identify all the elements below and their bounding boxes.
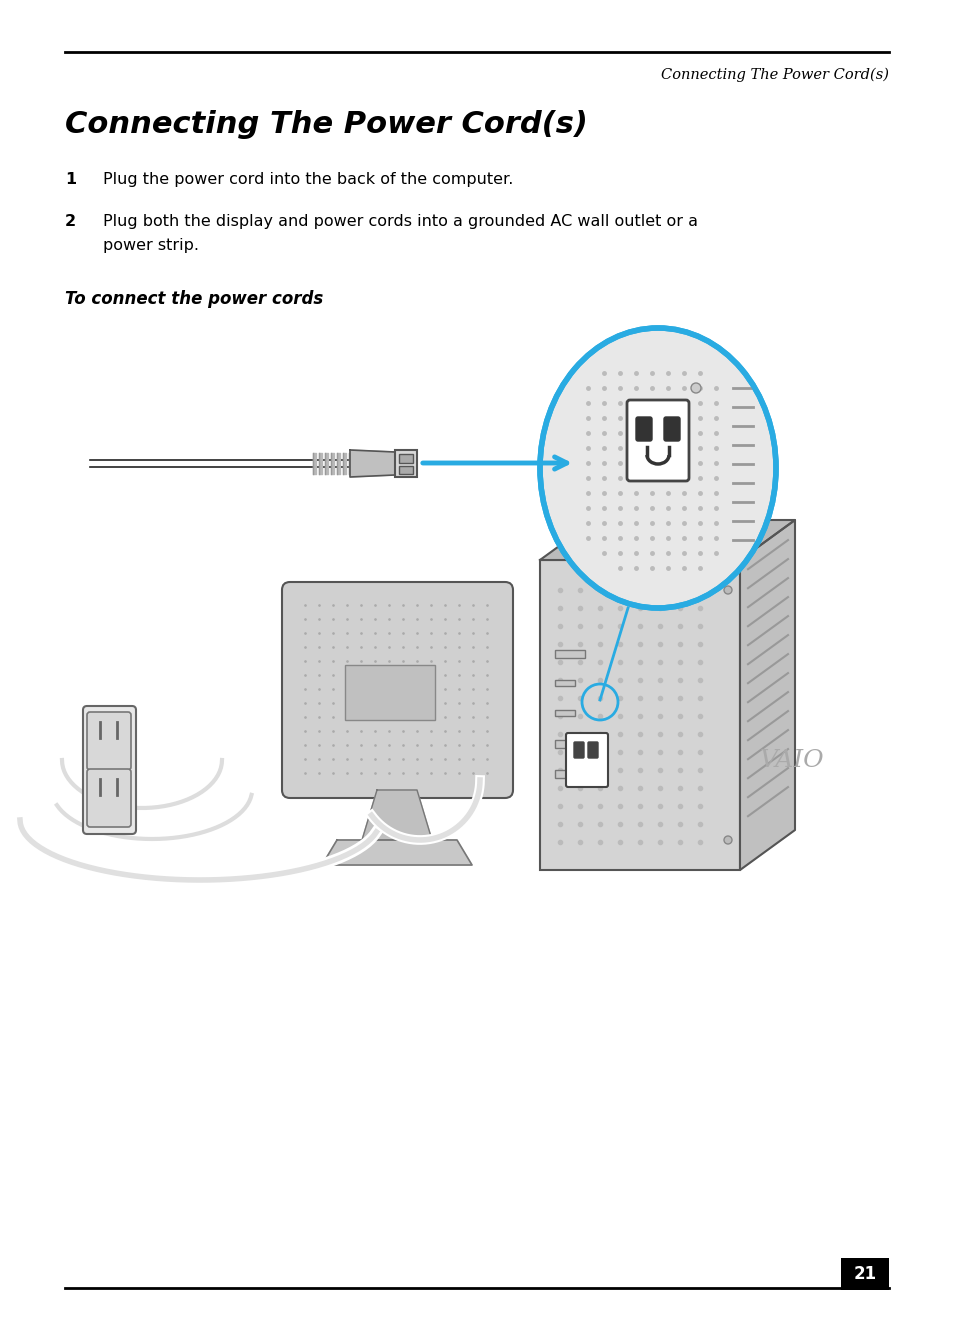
Circle shape bbox=[723, 836, 731, 844]
Bar bbox=[555, 679, 575, 686]
FancyBboxPatch shape bbox=[282, 582, 513, 799]
FancyBboxPatch shape bbox=[574, 742, 583, 758]
Circle shape bbox=[690, 383, 700, 393]
Polygon shape bbox=[350, 450, 399, 477]
FancyBboxPatch shape bbox=[83, 706, 136, 833]
FancyBboxPatch shape bbox=[87, 769, 131, 827]
Bar bbox=[555, 770, 589, 779]
Text: 21: 21 bbox=[853, 1265, 876, 1282]
Text: Plug both the display and power cords into a grounded AC wall outlet or a: Plug both the display and power cords in… bbox=[103, 214, 698, 229]
Circle shape bbox=[723, 586, 731, 594]
Bar bbox=[555, 710, 575, 716]
FancyBboxPatch shape bbox=[87, 712, 131, 770]
Text: 2: 2 bbox=[65, 214, 76, 229]
Text: Connecting The Power Cord(s): Connecting The Power Cord(s) bbox=[65, 110, 587, 139]
Text: Plug the power cord into the back of the computer.: Plug the power cord into the back of the… bbox=[103, 172, 513, 188]
FancyBboxPatch shape bbox=[565, 733, 607, 787]
Bar bbox=[398, 466, 413, 474]
Text: power strip.: power strip. bbox=[103, 239, 198, 253]
FancyBboxPatch shape bbox=[636, 417, 651, 441]
Bar bbox=[398, 454, 413, 464]
Text: VAIO: VAIO bbox=[760, 749, 823, 772]
Polygon shape bbox=[322, 840, 472, 866]
Ellipse shape bbox=[539, 328, 775, 608]
Polygon shape bbox=[740, 520, 794, 870]
Bar bbox=[555, 650, 584, 658]
FancyBboxPatch shape bbox=[663, 417, 679, 441]
Polygon shape bbox=[539, 520, 794, 560]
Bar bbox=[841, 1258, 888, 1290]
Bar bbox=[395, 450, 416, 477]
Text: 1: 1 bbox=[65, 172, 76, 188]
Polygon shape bbox=[361, 791, 432, 840]
Bar bbox=[345, 665, 435, 720]
Bar bbox=[555, 740, 589, 748]
FancyBboxPatch shape bbox=[626, 401, 688, 481]
Text: Connecting The Power Cord(s): Connecting The Power Cord(s) bbox=[660, 68, 888, 82]
Bar bbox=[539, 560, 740, 870]
Text: To connect the power cords: To connect the power cords bbox=[65, 289, 323, 308]
FancyBboxPatch shape bbox=[587, 742, 598, 758]
